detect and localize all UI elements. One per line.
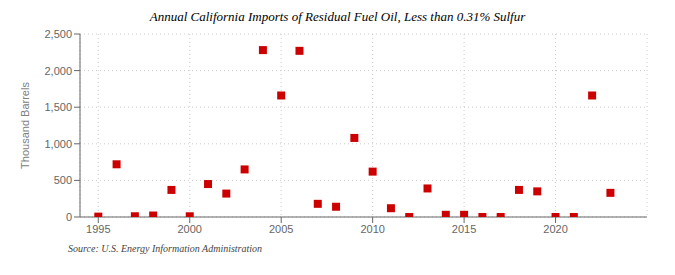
svg-text:Thousand Barrels: Thousand Barrels: [19, 82, 31, 169]
svg-text:500: 500: [54, 174, 72, 186]
svg-text:1995: 1995: [86, 223, 110, 235]
svg-text:1,000: 1,000: [44, 138, 72, 150]
svg-text:0: 0: [66, 211, 72, 223]
svg-text:2,000: 2,000: [44, 65, 72, 77]
svg-text:2,500: 2,500: [44, 28, 72, 40]
svg-text:2005: 2005: [269, 223, 293, 235]
svg-text:2015: 2015: [452, 223, 476, 235]
html-text:Source: U.S. Energy Informatio: Source: U.S. Energy Information Administ…: [68, 243, 263, 254]
svg-text:1,500: 1,500: [44, 101, 72, 113]
html-text:Annual California Imports of R: Annual California Imports of Residual Fu…: [149, 9, 526, 24]
svg-text:2020: 2020: [543, 223, 567, 235]
svg-text:2010: 2010: [360, 223, 384, 235]
svg-text:2000: 2000: [177, 223, 201, 235]
